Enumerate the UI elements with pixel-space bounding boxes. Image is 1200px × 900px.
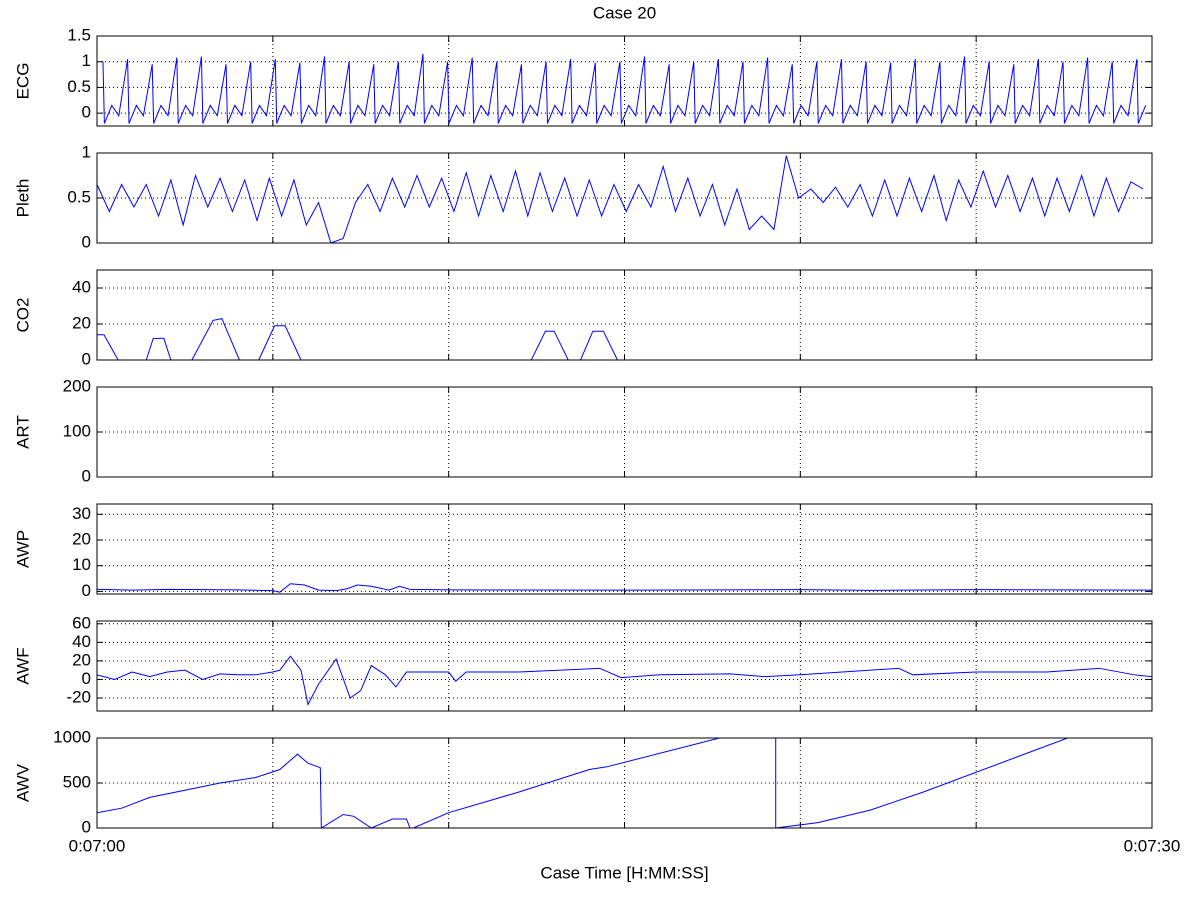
subplot: CO2 0 20 40 bbox=[13, 269, 1153, 368]
y-tick-label: 0 bbox=[82, 669, 91, 688]
axes-frame bbox=[96, 503, 1153, 595]
y-tick-label: 30 bbox=[72, 504, 91, 523]
subplot: AWV 0 500 1000 0:07:00 0:07:30 Case Time [H:MM… bbox=[13, 727, 1180, 882]
subplot: Pleth 0 0.5 1 bbox=[13, 142, 1153, 251]
axes-frame bbox=[96, 269, 1153, 361]
signal-line bbox=[97, 583, 1152, 593]
y-tick-label: 40 bbox=[72, 632, 91, 651]
y-axis-label: AWP bbox=[13, 530, 32, 568]
signal-line bbox=[102, 53, 1147, 124]
y-tick-label: 0 bbox=[82, 466, 91, 485]
y-tick-label: 40 bbox=[72, 277, 91, 296]
axes-frame bbox=[96, 386, 1153, 478]
chart-title: Case 20 bbox=[593, 3, 656, 22]
y-tick-label: 500 bbox=[63, 772, 91, 791]
signal-line bbox=[97, 655, 1152, 706]
y-tick-label: 0 bbox=[82, 349, 91, 368]
y-tick-label: 0 bbox=[82, 581, 91, 600]
y-tick-label: 60 bbox=[72, 613, 91, 632]
y-axis-label: CO2 bbox=[13, 298, 32, 333]
y-axis-label: ECG bbox=[13, 63, 32, 100]
y-tick-label: 100 bbox=[63, 421, 91, 440]
y-tick-label: 20 bbox=[72, 650, 91, 669]
y-tick-label: 200 bbox=[63, 376, 91, 395]
y-tick-label: 1.5 bbox=[67, 25, 91, 44]
y-tick-label: 0 bbox=[82, 232, 91, 251]
y-tick-label: 1 bbox=[82, 142, 91, 161]
y-tick-label: 0 bbox=[82, 817, 91, 836]
subplot: Case 20 ECG 0 0.5 1 1.5 bbox=[13, 3, 1153, 127]
y-tick-label: 1 bbox=[82, 51, 91, 70]
x-axis-label: Case Time [H:MM:SS] bbox=[540, 863, 708, 882]
subplot: ART 0 100 200 bbox=[13, 376, 1153, 485]
y-axis-label: ART bbox=[13, 415, 32, 449]
signal-line bbox=[97, 155, 1144, 243]
signal-line bbox=[97, 738, 1068, 828]
axes-frame bbox=[96, 620, 1153, 712]
y-tick-label: 20 bbox=[72, 313, 91, 332]
x-tick-label: 0:07:30 bbox=[1124, 836, 1181, 855]
y-tick-label: 0 bbox=[82, 103, 91, 122]
y-tick-label: 20 bbox=[72, 529, 91, 548]
signal-line bbox=[97, 318, 1152, 360]
y-tick-label: -20 bbox=[66, 687, 91, 706]
y-tick-label: 0.5 bbox=[67, 187, 91, 206]
y-tick-label: 0.5 bbox=[67, 77, 91, 96]
y-tick-label: 1000 bbox=[53, 727, 91, 746]
axes-frame bbox=[96, 737, 1153, 829]
y-axis-label: AWF bbox=[13, 647, 32, 684]
axes-frame bbox=[96, 35, 1153, 127]
axes-frame bbox=[96, 152, 1153, 244]
x-tick-label: 0:07:00 bbox=[69, 836, 126, 855]
y-tick-label: 10 bbox=[72, 555, 91, 574]
y-axis-label: AWV bbox=[13, 763, 32, 802]
y-axis-label: Pleth bbox=[13, 179, 32, 218]
subplot: AWP 0 10 20 30 bbox=[13, 503, 1153, 600]
